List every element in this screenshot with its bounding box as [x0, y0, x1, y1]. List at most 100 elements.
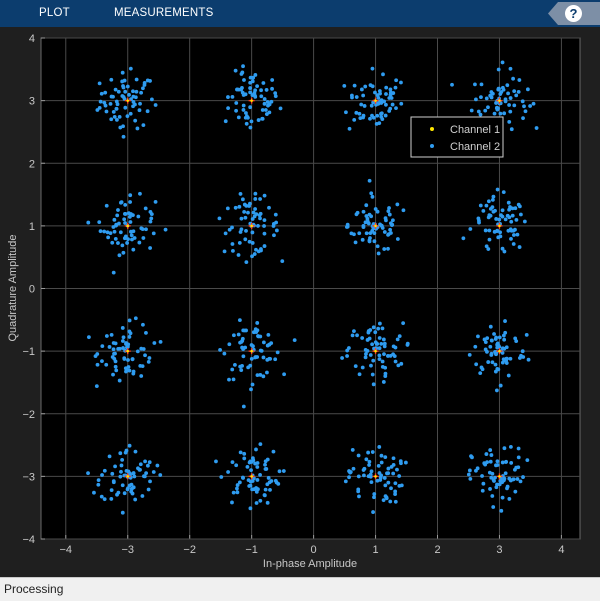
channel2-point	[498, 230, 503, 235]
channel2-point	[144, 331, 148, 335]
channel2-point	[109, 332, 114, 337]
channel2-point	[375, 244, 380, 249]
channel2-point	[388, 106, 393, 111]
channel2-point	[483, 347, 488, 352]
channel2-point	[490, 494, 495, 498]
channel2-point	[534, 126, 539, 130]
channel2-point	[496, 106, 500, 111]
channel2-point	[148, 219, 153, 224]
y-tick-label: 0	[29, 284, 35, 296]
channel2-point	[123, 366, 128, 371]
channel2-point	[395, 202, 400, 207]
help-icon[interactable]: ?	[565, 5, 582, 22]
channel2-point	[139, 90, 144, 95]
channel2-point	[249, 387, 253, 392]
channel2-point	[483, 228, 488, 233]
channel2-point	[395, 467, 399, 472]
channel2-point	[258, 498, 263, 503]
channel2-point	[383, 113, 388, 118]
channel2-point	[371, 382, 376, 387]
channel2-point	[495, 187, 500, 192]
channel2-point	[242, 451, 247, 456]
channel2-point	[248, 363, 253, 368]
channel2-point	[252, 487, 257, 492]
legend[interactable]: Channel 1 Channel 2	[410, 116, 504, 158]
channel2-point	[248, 86, 253, 90]
channel2-point	[281, 469, 286, 473]
channel2-point	[356, 453, 361, 458]
channel2-point	[347, 469, 351, 473]
channel2-point	[243, 215, 248, 220]
channel2-point	[393, 492, 398, 497]
channel2-point	[511, 76, 515, 81]
channel2-point	[227, 227, 232, 232]
channel2-point	[141, 86, 145, 91]
channel2-point	[509, 228, 514, 233]
channel2-point	[128, 220, 133, 224]
channel2-point	[399, 483, 404, 488]
channel2-point	[263, 487, 268, 492]
channel2-point	[484, 452, 489, 456]
channel2-point	[242, 209, 247, 214]
channel2-point	[102, 497, 107, 502]
channel2-point	[506, 373, 511, 378]
channel2-point	[116, 346, 121, 351]
channel2-point	[508, 444, 513, 449]
channel2-point	[236, 332, 241, 337]
channel2-point	[153, 199, 158, 204]
channel2-point	[230, 500, 234, 505]
channel2-point	[227, 377, 231, 382]
channel2-point	[486, 360, 491, 364]
channel2-point	[124, 369, 128, 374]
legend-channel1-label: Channel 1	[450, 124, 500, 136]
channel2-point	[238, 192, 243, 196]
channel2-point	[363, 355, 368, 360]
channel2-point	[243, 237, 248, 242]
channel2-point	[124, 342, 128, 346]
channel2-point	[262, 193, 267, 198]
channel2-point	[508, 109, 513, 114]
channel2-point	[520, 349, 525, 354]
channel2-point	[124, 468, 129, 473]
y-tick-label: 4	[29, 33, 35, 45]
channel2-point	[359, 87, 364, 92]
channel2-point	[127, 335, 132, 339]
channel2-point	[245, 464, 250, 469]
channel2-point	[265, 370, 269, 375]
channel1-point	[250, 99, 253, 102]
channel2-point	[479, 95, 483, 100]
tab-plot[interactable]: PLOT	[39, 7, 70, 19]
channel2-point	[259, 348, 264, 353]
x-tick-label: −3	[121, 544, 134, 556]
channel2-point	[364, 203, 369, 208]
channel2-point	[139, 374, 144, 378]
channel2-point	[152, 341, 157, 345]
channel2-point	[358, 116, 363, 121]
channel2-point	[248, 506, 253, 511]
channel2-point	[121, 124, 125, 129]
channel2-point	[122, 217, 127, 222]
channel2-point	[116, 89, 121, 94]
channel2-point	[394, 106, 398, 111]
channel2-point	[235, 483, 240, 487]
channel2-point	[273, 357, 278, 362]
channel2-point	[100, 473, 104, 477]
channel2-point	[385, 471, 389, 476]
x-tick-label: 3	[496, 544, 502, 556]
channel2-point	[121, 84, 125, 88]
channel2-point	[366, 221, 371, 226]
channel2-point	[96, 482, 101, 487]
channel2-point	[391, 456, 396, 461]
channel2-point	[370, 84, 375, 89]
channel2-point	[382, 341, 387, 346]
channel2-point	[248, 90, 253, 95]
tab-measurements[interactable]: MEASUREMENTS	[114, 7, 214, 19]
channel2-point	[507, 476, 512, 481]
channel2-point	[371, 358, 376, 363]
channel2-point	[350, 448, 355, 452]
channel2-point	[487, 228, 492, 233]
channel2-point	[115, 117, 119, 122]
channel2-point	[528, 104, 532, 108]
channel2-point	[262, 493, 267, 498]
channel2-point	[357, 231, 362, 236]
